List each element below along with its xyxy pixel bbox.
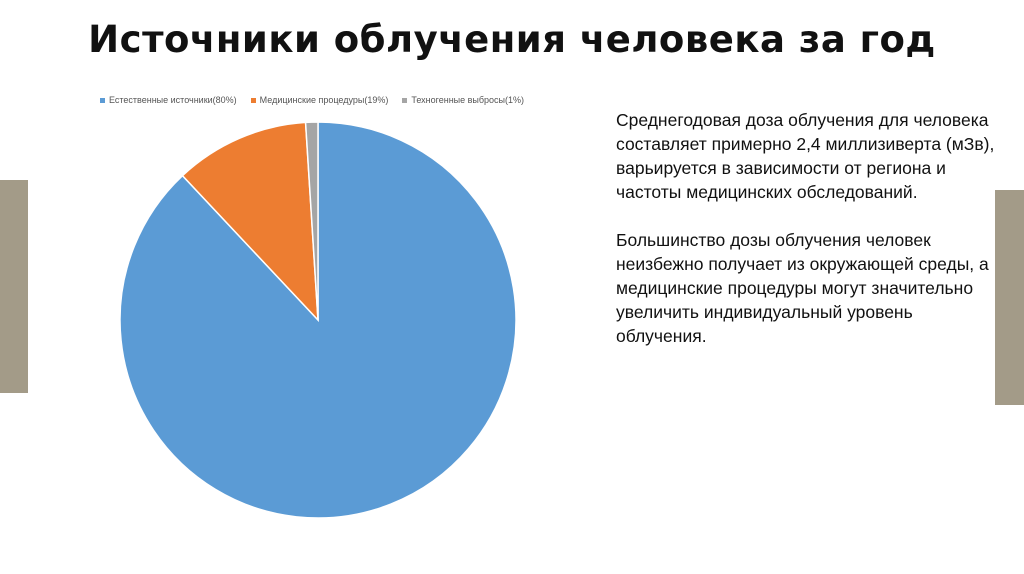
pie-slice-technogenic <box>304 121 319 321</box>
right-decor-bar <box>995 190 1024 405</box>
paragraph-dose: Среднегодовая доза облучения для человек… <box>616 110 995 202</box>
slide-title: Источники облучения человека за год <box>88 18 936 61</box>
legend-swatch <box>250 97 256 103</box>
legend-item-medical: Медицинские процедуры(19%) <box>250 95 389 105</box>
description: Среднегодовая доза облучения для человек… <box>616 108 996 372</box>
legend-label: Техногенные выбросы(1%) <box>411 95 525 105</box>
legend-item-natural: Естественные источники(80%) <box>100 95 237 105</box>
legend-label: Естественные источники(80%) <box>109 95 237 105</box>
pie-slice-medical <box>181 121 319 323</box>
legend-swatch <box>402 97 408 103</box>
legend-item-technogenic: Техногенные выбросы(1%) <box>402 95 524 105</box>
pie-slice-natural <box>119 121 517 519</box>
legend-swatch <box>100 97 105 103</box>
legend-label: Медицинские процедуры(19%) <box>259 95 389 105</box>
paragraph-sources: Большинство дозы облучения человек неизб… <box>616 230 989 346</box>
left-decor-bar <box>0 180 28 393</box>
chart-legend: Естественные источники(80%) Медицинские … <box>100 95 524 105</box>
